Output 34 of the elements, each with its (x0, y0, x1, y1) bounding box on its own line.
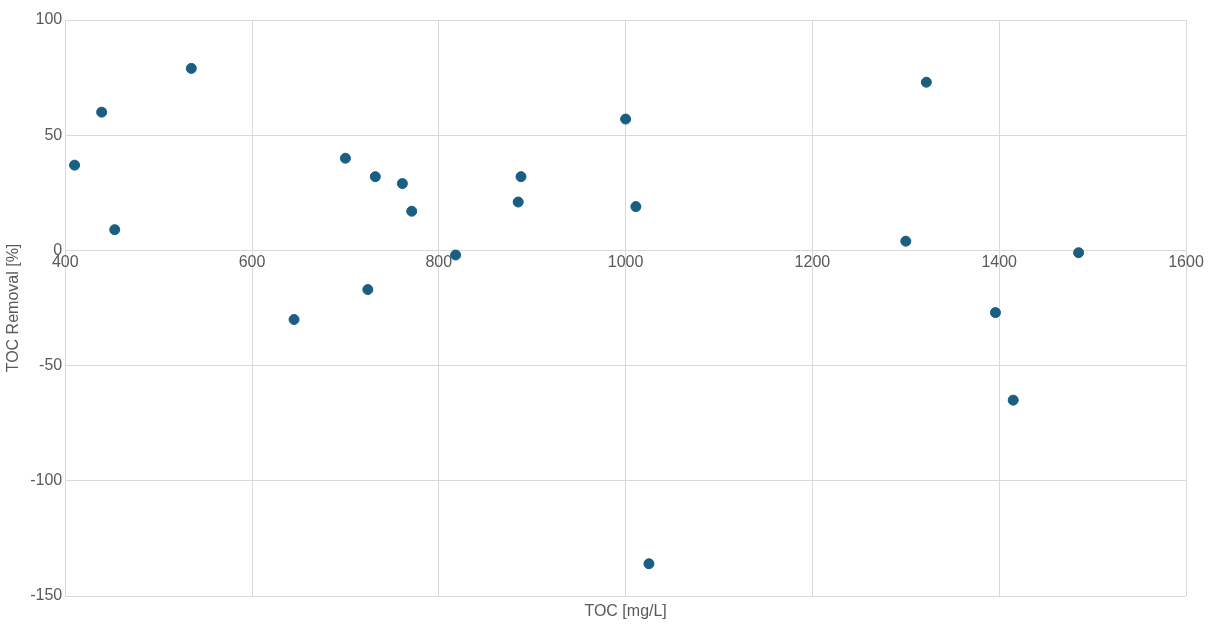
point (96, 106, 108, 118)
y-tick-label: -150 (30, 586, 63, 604)
point (406, 205, 418, 217)
y-tick-label: 100 (35, 10, 63, 28)
point (989, 307, 1001, 319)
x-tick-label: 1000 (607, 253, 644, 271)
x-tick-label: 800 (425, 253, 453, 271)
point (1073, 247, 1085, 259)
point (339, 152, 351, 164)
y-tick-label: -100 (30, 471, 63, 489)
y-tick-label: 50 (44, 125, 63, 143)
point (1007, 394, 1019, 406)
point (630, 201, 642, 213)
point (369, 171, 381, 183)
x-tick-label: 1400 (981, 253, 1018, 271)
point (185, 62, 197, 74)
point (69, 159, 81, 171)
x-axis-title: TOC [mg/L] (584, 602, 667, 620)
x-tick-label: 1600 (1168, 253, 1204, 271)
x-tick-label: 1200 (794, 253, 831, 271)
y-axis-title: TOC Removal [%] (4, 243, 22, 373)
point (512, 196, 524, 208)
x-tick-label: 600 (238, 253, 266, 271)
point (920, 76, 932, 88)
point (450, 249, 462, 261)
point (643, 558, 655, 570)
point (362, 284, 374, 296)
point (109, 224, 121, 236)
point (900, 235, 912, 247)
point (288, 314, 300, 326)
point (620, 113, 632, 125)
point (515, 171, 527, 183)
y-tick-label: -50 (39, 356, 63, 374)
point (396, 178, 408, 190)
